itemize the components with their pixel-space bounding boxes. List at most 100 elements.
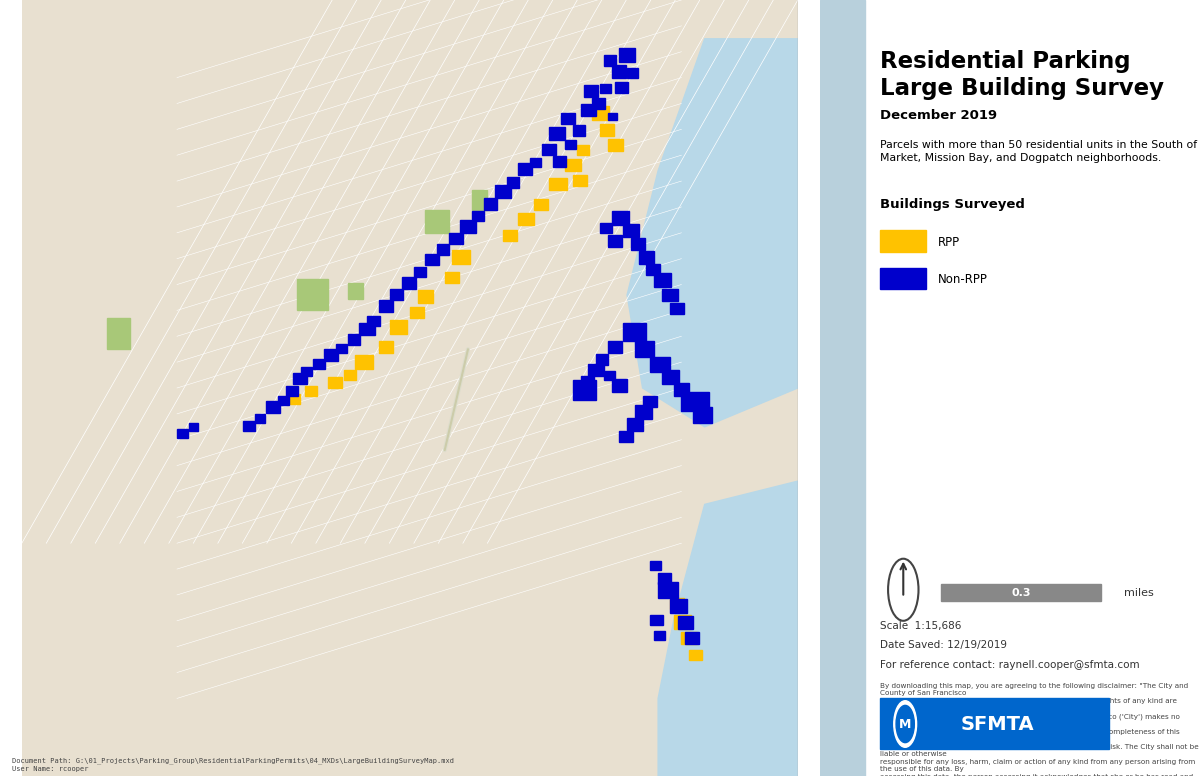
Bar bbox=[682, 392, 708, 411]
Bar bbox=[600, 124, 614, 136]
Bar bbox=[324, 349, 338, 361]
Bar bbox=[550, 178, 566, 190]
Bar bbox=[305, 386, 318, 396]
Text: Scale  1:15,686: Scale 1:15,686 bbox=[881, 621, 962, 631]
Text: SFMTA: SFMTA bbox=[960, 715, 1034, 733]
Text: Date Saved: 12/19/2019: Date Saved: 12/19/2019 bbox=[881, 640, 1008, 650]
Bar bbox=[437, 244, 449, 255]
Bar bbox=[650, 561, 661, 570]
Bar bbox=[600, 84, 611, 93]
Bar bbox=[654, 631, 665, 640]
Bar bbox=[418, 290, 433, 303]
Bar bbox=[472, 211, 485, 221]
Bar bbox=[188, 423, 198, 431]
Bar bbox=[682, 632, 697, 644]
Bar bbox=[581, 376, 594, 388]
Bar bbox=[506, 177, 520, 188]
Bar bbox=[503, 230, 517, 241]
Bar bbox=[600, 223, 612, 233]
Bar bbox=[348, 334, 360, 345]
Bar bbox=[107, 318, 131, 349]
Bar bbox=[662, 370, 679, 384]
Bar bbox=[670, 599, 686, 613]
Bar bbox=[572, 125, 586, 136]
Bar bbox=[635, 405, 652, 419]
Bar bbox=[410, 307, 424, 318]
Bar bbox=[820, 0, 865, 776]
Polygon shape bbox=[628, 39, 798, 427]
Bar bbox=[623, 224, 638, 237]
Bar bbox=[670, 303, 684, 314]
Bar bbox=[294, 373, 307, 384]
Text: 0.3: 0.3 bbox=[1012, 588, 1031, 598]
Bar bbox=[550, 127, 565, 140]
Text: For reference contact: raynell.cooper@sfmta.com: For reference contact: raynell.cooper@sf… bbox=[881, 660, 1140, 670]
Bar bbox=[635, 341, 654, 357]
Bar bbox=[565, 140, 576, 149]
Bar bbox=[619, 48, 635, 62]
Bar bbox=[348, 283, 364, 299]
Bar bbox=[694, 407, 713, 423]
Bar bbox=[650, 615, 662, 625]
Bar bbox=[638, 251, 654, 264]
Bar bbox=[607, 341, 622, 353]
Bar bbox=[242, 421, 256, 431]
Bar bbox=[425, 210, 449, 233]
Bar bbox=[673, 383, 689, 396]
Bar bbox=[577, 145, 589, 155]
Bar bbox=[484, 198, 498, 210]
Bar bbox=[616, 82, 628, 93]
Bar bbox=[298, 279, 329, 310]
Bar bbox=[670, 598, 684, 609]
Bar bbox=[643, 396, 656, 407]
Bar bbox=[685, 632, 700, 644]
Bar bbox=[881, 268, 926, 289]
Bar bbox=[689, 650, 702, 660]
Bar bbox=[612, 65, 625, 78]
Bar bbox=[662, 289, 678, 301]
Bar bbox=[414, 267, 426, 277]
Bar bbox=[496, 185, 511, 198]
Bar bbox=[390, 289, 403, 300]
Bar bbox=[355, 355, 372, 369]
Text: Residential Parking
Large Building Survey: Residential Parking Large Building Surve… bbox=[881, 50, 1164, 100]
Bar bbox=[518, 163, 533, 175]
Bar bbox=[445, 272, 458, 283]
Bar bbox=[654, 273, 671, 287]
Bar bbox=[530, 158, 541, 167]
Bar bbox=[588, 364, 604, 376]
Bar bbox=[607, 113, 617, 120]
Polygon shape bbox=[658, 481, 798, 776]
Bar bbox=[658, 573, 671, 584]
Bar bbox=[472, 190, 487, 210]
Text: Buildings Surveyed: Buildings Surveyed bbox=[881, 198, 1025, 211]
Bar bbox=[553, 156, 565, 167]
Bar bbox=[402, 277, 416, 289]
Bar bbox=[592, 106, 610, 120]
Bar bbox=[612, 379, 628, 392]
Bar bbox=[647, 264, 660, 275]
Bar bbox=[379, 341, 392, 353]
Bar bbox=[301, 367, 312, 376]
Circle shape bbox=[896, 705, 914, 743]
Bar bbox=[619, 431, 634, 442]
Bar bbox=[631, 238, 644, 250]
Bar bbox=[254, 414, 265, 423]
Bar bbox=[379, 300, 392, 312]
Text: M: M bbox=[899, 718, 911, 730]
Bar bbox=[572, 175, 587, 186]
Bar bbox=[604, 371, 614, 380]
Bar bbox=[518, 213, 534, 225]
Bar bbox=[607, 235, 622, 247]
Bar bbox=[449, 233, 462, 244]
Bar bbox=[673, 615, 691, 629]
Bar bbox=[313, 359, 325, 369]
Bar bbox=[604, 55, 617, 66]
Bar bbox=[461, 220, 475, 233]
Bar bbox=[678, 616, 694, 629]
Bar bbox=[628, 418, 643, 431]
Text: Parcels with more than 50 residential units in the South of
Market, Mission Bay,: Parcels with more than 50 residential un… bbox=[881, 140, 1198, 163]
Text: User Name: rcooper: User Name: rcooper bbox=[12, 766, 89, 771]
Bar bbox=[650, 357, 670, 372]
Bar bbox=[628, 68, 638, 78]
